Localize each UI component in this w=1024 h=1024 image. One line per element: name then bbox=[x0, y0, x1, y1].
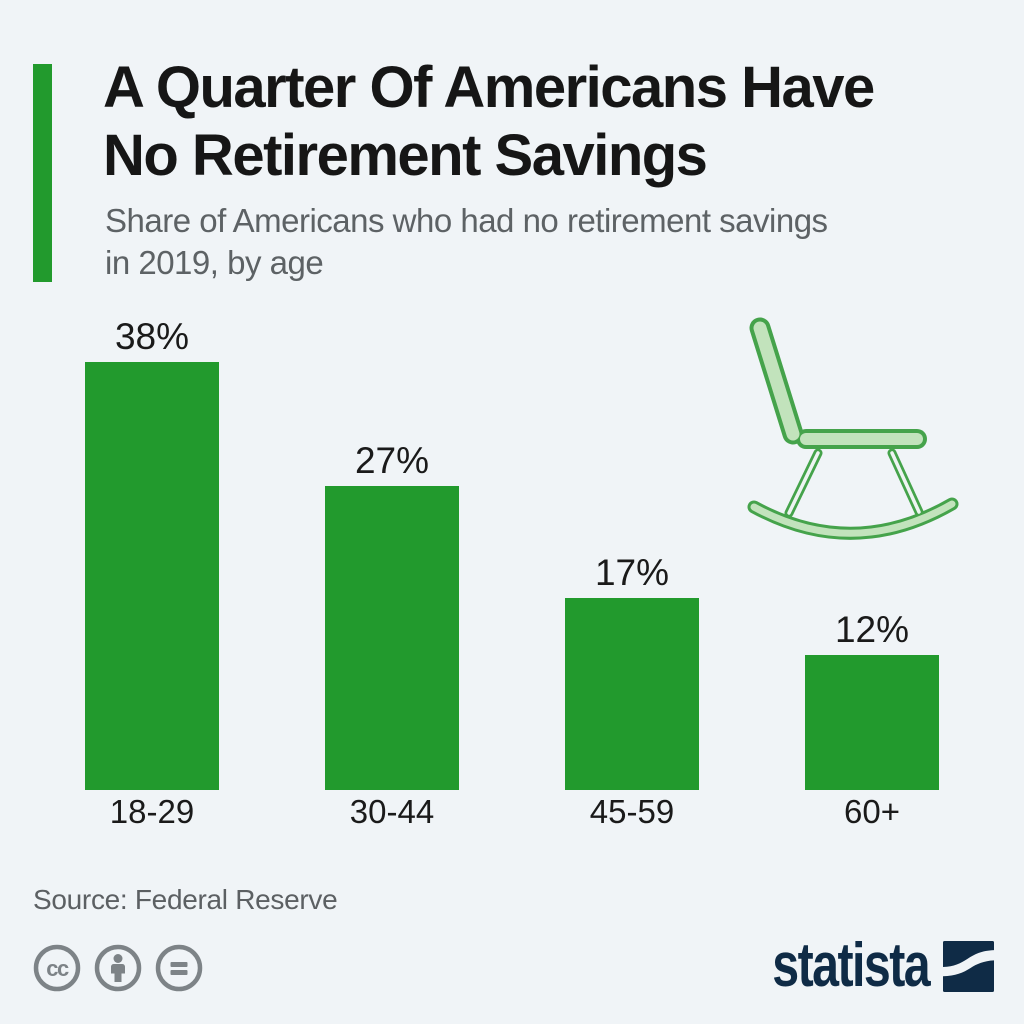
bar-category-label: 30-44 bbox=[349, 793, 435, 830]
statista-wordmark: statista bbox=[772, 931, 930, 1000]
title-line-2: No Retirement Savings bbox=[103, 123, 708, 188]
bar-group-45-59: 17% 45-59 bbox=[565, 0, 699, 1024]
bar bbox=[805, 655, 939, 790]
bar-group-30-44: 27% 30-44 bbox=[325, 0, 459, 1024]
bar bbox=[85, 362, 219, 790]
bar-category-label: 45-59 bbox=[589, 793, 675, 830]
bar-group-18-29: 38% 18-29 bbox=[85, 0, 219, 1024]
bar bbox=[565, 598, 699, 790]
bar bbox=[325, 486, 459, 790]
cc-icon[interactable]: cc bbox=[33, 944, 81, 992]
subtitle-line-2: in 2019, by age bbox=[105, 244, 324, 281]
statista-logo-mark-icon bbox=[943, 940, 994, 992]
cc-by-icon[interactable] bbox=[94, 944, 142, 992]
bar-category-label: 18-29 bbox=[109, 793, 195, 830]
bar-value-label: 27% bbox=[354, 440, 430, 482]
title-line-1: A Quarter Of Americans Have bbox=[103, 55, 875, 120]
bar-category-label: 60+ bbox=[844, 793, 900, 830]
cc-letters: cc bbox=[46, 956, 69, 981]
license-icons: cc bbox=[33, 944, 203, 992]
title-accent-bar bbox=[33, 64, 52, 282]
bar-value-label: 12% bbox=[834, 609, 910, 651]
bar-value-label: 17% bbox=[594, 552, 670, 594]
cc-nd-icon[interactable] bbox=[155, 944, 203, 992]
statista-logo[interactable]: statista bbox=[728, 931, 994, 1000]
rocking-chair-icon bbox=[747, 317, 959, 540]
bar-group-60plus: 12% 60+ bbox=[805, 0, 939, 1024]
subtitle-line-1: Share of Americans who had no retirement… bbox=[105, 202, 828, 239]
source-text: Source: Federal Reserve bbox=[33, 884, 338, 915]
page-title: A Quarter Of Americans Have No Retiremen… bbox=[103, 54, 875, 190]
chart-subtitle: Share of Americans who had no retirement… bbox=[105, 200, 828, 284]
bar-value-label: 38% bbox=[114, 316, 190, 358]
